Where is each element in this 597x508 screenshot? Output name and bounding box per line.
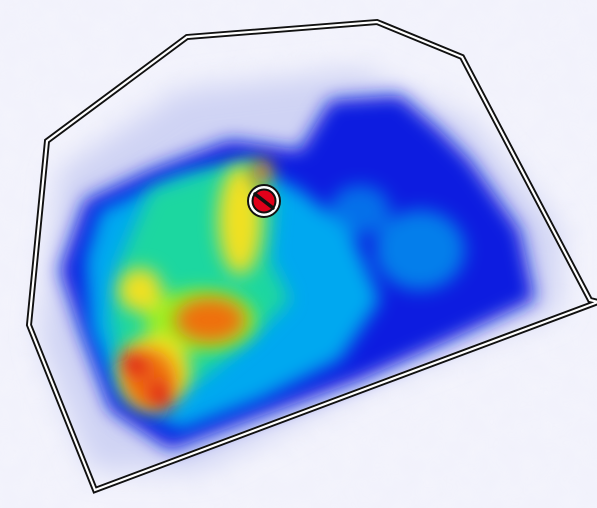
region-outline-inner — [27, 20, 597, 492]
heat-layer-hot — [121, 160, 272, 411]
location-marker-icon[interactable] — [247, 184, 281, 218]
